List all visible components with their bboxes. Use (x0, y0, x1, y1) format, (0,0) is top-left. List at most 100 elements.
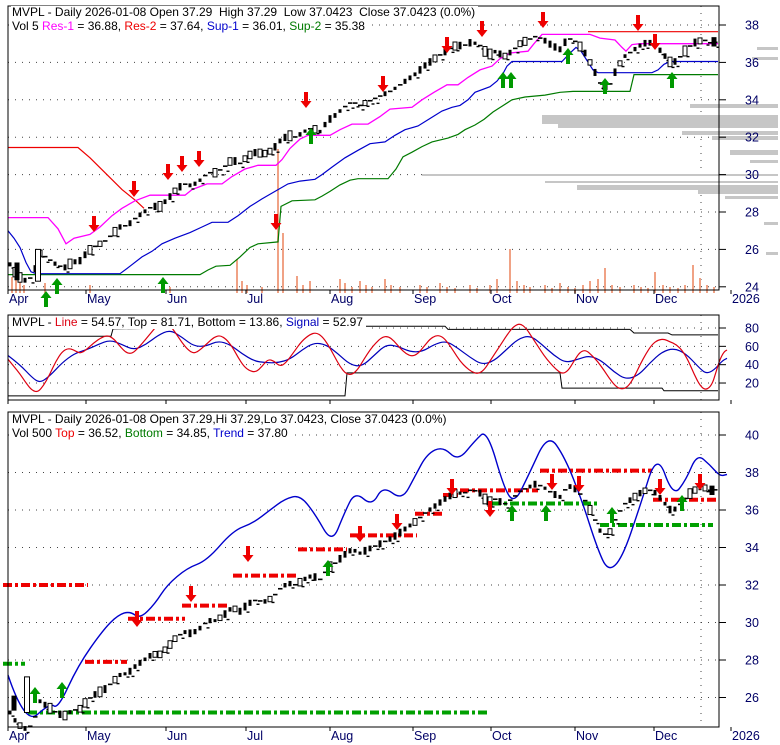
y-axis-label: 36 (745, 504, 759, 518)
sell-signal-arrow (649, 34, 661, 50)
buy-signal-arrow (506, 505, 518, 521)
legend-text: MVPL - Daily 2026-01-08 Open 37.29,Hi 37… (12, 412, 447, 426)
panel3-candles (8, 480, 718, 734)
buy-signal-arrow (562, 48, 574, 64)
legend-text: Bottom (124, 426, 163, 440)
volume-by-price-bars (422, 47, 778, 255)
buy-signal-arrow (497, 72, 509, 88)
y-axis-label: 40 (745, 429, 759, 443)
sell-signal-arrow (88, 216, 100, 232)
y-axis-label: 32 (745, 131, 759, 145)
buy-signal-arrow (676, 495, 688, 511)
panel1-grid (8, 6, 719, 290)
panel3-y-axis: 40 38 36 34 32 30 28 26 (719, 429, 759, 705)
buy-signal-arrow (305, 128, 317, 144)
legend-text: = 37.80 (243, 426, 288, 440)
x-axis-month-label: Jul (247, 292, 263, 306)
panel3-indicator-legend: Vol 500 Top = 36.52, Bottom = 34.85, Tre… (11, 427, 291, 440)
sell-signal-arrow (131, 611, 143, 627)
legend-text: = 37.64, (156, 19, 207, 33)
x-axis-month-label: Dec (655, 292, 677, 306)
sell-signal-arrow (694, 474, 706, 490)
y-axis-label: 30 (745, 616, 759, 630)
x-axis-month-label: Apr (9, 292, 28, 306)
overlay-lines (7, 31, 718, 276)
y-axis-label: 26 (745, 691, 759, 705)
sell-signal-arrow (441, 37, 453, 53)
panel2-x-axis (7, 400, 732, 404)
trend-line (7, 433, 728, 717)
sell-signal-arrow (176, 156, 188, 172)
y-axis-label: 28 (745, 654, 759, 668)
buy-signal-arrow (56, 682, 68, 698)
x-axis-month-label: Sep (414, 292, 436, 306)
legend-text: = 36.01, (238, 19, 290, 33)
sell-signal-arrow (354, 526, 366, 542)
buy-signal-arrow (505, 72, 517, 88)
x-axis-month-label: Jun (167, 292, 187, 306)
legend-text: = 34.85, (162, 426, 214, 440)
sell-signal-arrow (128, 181, 140, 197)
panel1-x-axis: Apr May Jun Jul Aug Sep Oct Nov Dec 2026 (7, 290, 760, 306)
x-axis-month-label: May (87, 729, 111, 743)
y-axis-label: 60 (745, 340, 759, 354)
panel1-title: MVPL - Daily 2026-01-08 Open 37.29 High … (11, 5, 479, 19)
buy-signal-arrow (540, 505, 552, 521)
x-axis-month-label: Jul (247, 729, 263, 743)
y-axis-label: 32 (745, 579, 759, 593)
buy-signal-arrow (666, 72, 678, 88)
y-axis-label: 20 (745, 377, 759, 391)
legend-text: = 36.52, (74, 426, 125, 440)
legend-text: = 54.57, Top = 81.71, Bottom = 13.86, (77, 315, 286, 329)
legend-text: Res-1 (42, 19, 75, 33)
support-resistance-segments (3, 468, 718, 715)
legend-text: Sup-1 (206, 19, 239, 33)
buy-signal-arrow (29, 687, 41, 703)
panel2-indicator-legend: MVPL - Line = 54.57, Top = 81.71, Bottom… (11, 316, 366, 329)
buy-signal-arrow (599, 78, 611, 94)
y-axis-label: 30 (745, 168, 759, 182)
x-axis-month-label: 2026 (732, 292, 760, 306)
x-axis-month-label: Dec (655, 729, 677, 743)
y-axis-label: 38 (745, 19, 759, 33)
panel1-indicator-legend: Vol 5 Res-1 = 36.88, Res-2 = 37.64, Sup-… (11, 20, 368, 33)
sell-signal-arrow (185, 586, 197, 602)
panel1-signal-arrows (40, 12, 678, 307)
legend-text: Vol 5 (12, 19, 43, 33)
y-axis-label: 34 (745, 541, 759, 555)
sell-signal-arrow (654, 479, 666, 495)
legend-text: = 36.88, (74, 19, 125, 33)
y-axis-label: 36 (745, 56, 759, 70)
panel3-signal-arrows (29, 474, 706, 703)
buy-signal-arrow (322, 560, 334, 576)
legend-text: MVPL - (12, 315, 55, 329)
buy-signal-arrow (40, 291, 52, 307)
panel1-candles (8, 35, 720, 284)
x-axis-month-label: Aug (331, 292, 353, 306)
sell-signal-arrow (391, 514, 403, 530)
x-axis-month-label: Sep (414, 729, 436, 743)
x-axis-month-label: Jun (167, 729, 187, 743)
sell-signal-arrow (537, 12, 549, 28)
y-axis-label: 26 (745, 243, 759, 257)
oscillator-bands (8, 325, 718, 397)
legend-text: Top (55, 426, 75, 440)
x-axis-month-label: 2026 (732, 729, 760, 743)
x-axis-month-label: Nov (576, 292, 599, 306)
buy-signal-arrow (51, 278, 63, 294)
legend-text: = 35.38 (321, 19, 365, 33)
sell-signal-arrow (300, 92, 312, 108)
sell-signal-arrow (162, 164, 174, 180)
legend-text: Vol 500 (12, 426, 56, 440)
legend-text: Res-2 (124, 19, 157, 33)
y-axis-label: 24 (745, 280, 759, 294)
buy-signal-arrow (606, 507, 618, 523)
legend-text: MVPL - Daily 2026-01-08 Open 37.29 High … (12, 5, 476, 19)
x-axis-month-label: Apr (9, 729, 28, 743)
x-axis-month-label: Aug (331, 729, 353, 743)
legend-text: Sup-2 (289, 19, 322, 33)
y-axis-label: 80 (745, 322, 759, 336)
x-axis-month-label: Nov (576, 729, 599, 743)
